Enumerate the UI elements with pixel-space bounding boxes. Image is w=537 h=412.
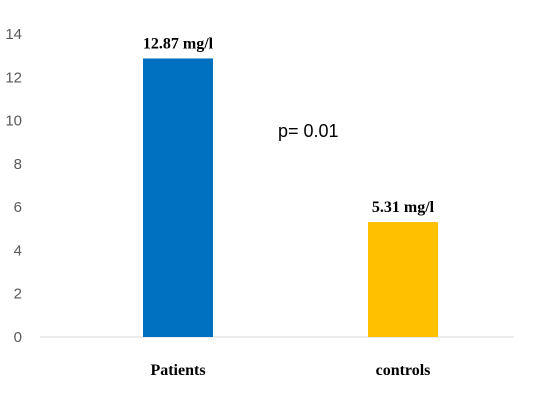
bar-patients (143, 58, 213, 338)
y-tick-label: 8 (14, 156, 22, 173)
bars-group (143, 58, 438, 338)
bar-controls (368, 222, 438, 337)
y-tick-label: 12 (5, 69, 22, 86)
category-label: controls (376, 362, 431, 379)
y-tick-label: 14 (5, 26, 22, 43)
p-value-annotation: p= 0.01 (278, 121, 339, 141)
y-tick-label: 10 (5, 113, 22, 130)
category-labels-group: Patients controls (150, 362, 430, 379)
y-tick-label: 2 (14, 286, 22, 303)
y-tick-label: 0 (14, 329, 22, 346)
y-axis-ticks: 0 2 4 6 8 10 12 14 (5, 26, 22, 346)
category-label: Patients (150, 362, 205, 379)
data-label: 5.31 mg/l (372, 199, 435, 216)
y-tick-label: 4 (14, 242, 22, 259)
y-tick-label: 6 (14, 199, 22, 216)
data-label: 12.87 mg/l (143, 35, 214, 52)
data-labels-group: 12.87 mg/l 5.31 mg/l (143, 35, 435, 216)
